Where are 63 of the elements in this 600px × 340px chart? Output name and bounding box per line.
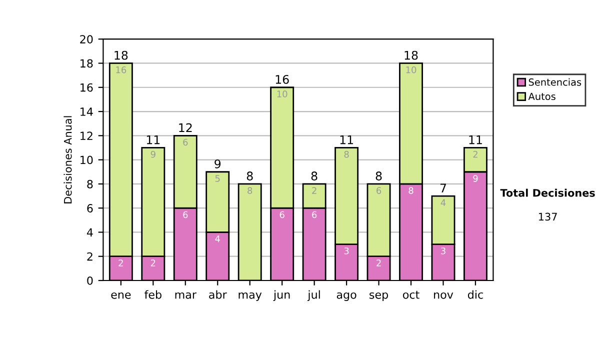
total-label: 9 bbox=[214, 159, 221, 168]
data-label: 4 bbox=[215, 236, 220, 242]
data-label: 4 bbox=[440, 199, 446, 206]
data-label: 6 bbox=[183, 211, 188, 218]
data-label: 2 bbox=[118, 260, 123, 266]
data-label: 2 bbox=[473, 150, 478, 158]
data-label: 6 bbox=[376, 187, 382, 194]
legend-label: Sentencias bbox=[528, 78, 582, 86]
data-label: 3 bbox=[441, 247, 446, 254]
total-label: 18 bbox=[114, 50, 128, 60]
y-tick-label: 12 bbox=[80, 132, 92, 140]
y-tick-label: 8 bbox=[87, 180, 93, 188]
x-tick-label: mar bbox=[175, 292, 196, 299]
y-axis-title: Decisiones Anual bbox=[64, 116, 72, 204]
data-label: 16 bbox=[116, 66, 126, 74]
data-label: 9 bbox=[150, 150, 156, 158]
x-tick-label: jul bbox=[308, 290, 320, 301]
total-label: 8 bbox=[246, 172, 253, 180]
x-tick-label: abr bbox=[209, 290, 227, 299]
x-tick-label: sep bbox=[370, 292, 388, 301]
data-label: 3 bbox=[344, 247, 349, 254]
x-tick-label: ago bbox=[336, 292, 356, 301]
total-label: 18 bbox=[404, 50, 418, 60]
data-label: 5 bbox=[215, 175, 220, 182]
y-tick-label: 10 bbox=[80, 156, 93, 164]
data-label: 8 bbox=[344, 150, 349, 158]
x-tick-label: jun bbox=[273, 290, 290, 301]
data-label: 6 bbox=[280, 211, 284, 218]
y-tick-label: 0 bbox=[87, 276, 93, 285]
data-label: 2 bbox=[312, 187, 316, 194]
x-tick-label: oct bbox=[402, 290, 420, 299]
x-tick-label: may bbox=[238, 292, 262, 301]
y-tick-label: 14 bbox=[80, 108, 93, 116]
y-tick-label: 16 bbox=[80, 83, 93, 92]
x-tick-label: nov bbox=[434, 292, 454, 299]
text: 137 bbox=[539, 212, 557, 221]
data-label: 8 bbox=[408, 187, 414, 194]
x-tick-label: feb bbox=[144, 290, 162, 299]
data-label: 2 bbox=[376, 260, 381, 266]
data-label: 10 bbox=[406, 66, 416, 74]
total-label: 12 bbox=[179, 123, 192, 132]
total-label: 11 bbox=[340, 135, 353, 144]
x-tick-label: ene bbox=[111, 292, 131, 299]
data-label: 8 bbox=[248, 187, 252, 194]
text: Total Decisiones bbox=[500, 188, 595, 197]
total-label: 11 bbox=[146, 135, 160, 144]
total-label: 16 bbox=[276, 74, 289, 84]
data-label: 6 bbox=[312, 211, 317, 218]
y-tick-label: 6 bbox=[87, 204, 93, 212]
x-tick-label: dic bbox=[468, 290, 483, 299]
total-label: 7 bbox=[440, 184, 446, 192]
total-label: 8 bbox=[311, 172, 318, 180]
y-tick-label: 4 bbox=[86, 228, 93, 236]
y-tick-label: 20 bbox=[80, 35, 93, 44]
data-label: 6 bbox=[183, 138, 188, 146]
data-label: 2 bbox=[150, 260, 156, 266]
total-label: 11 bbox=[469, 135, 482, 144]
legend-label: Autos bbox=[528, 92, 556, 100]
y-tick-label: 2 bbox=[87, 252, 92, 261]
y-tick-label: 18 bbox=[80, 59, 93, 68]
total-label: 8 bbox=[376, 172, 382, 180]
data-label: 9 bbox=[473, 175, 478, 182]
data-label: 10 bbox=[277, 90, 288, 98]
